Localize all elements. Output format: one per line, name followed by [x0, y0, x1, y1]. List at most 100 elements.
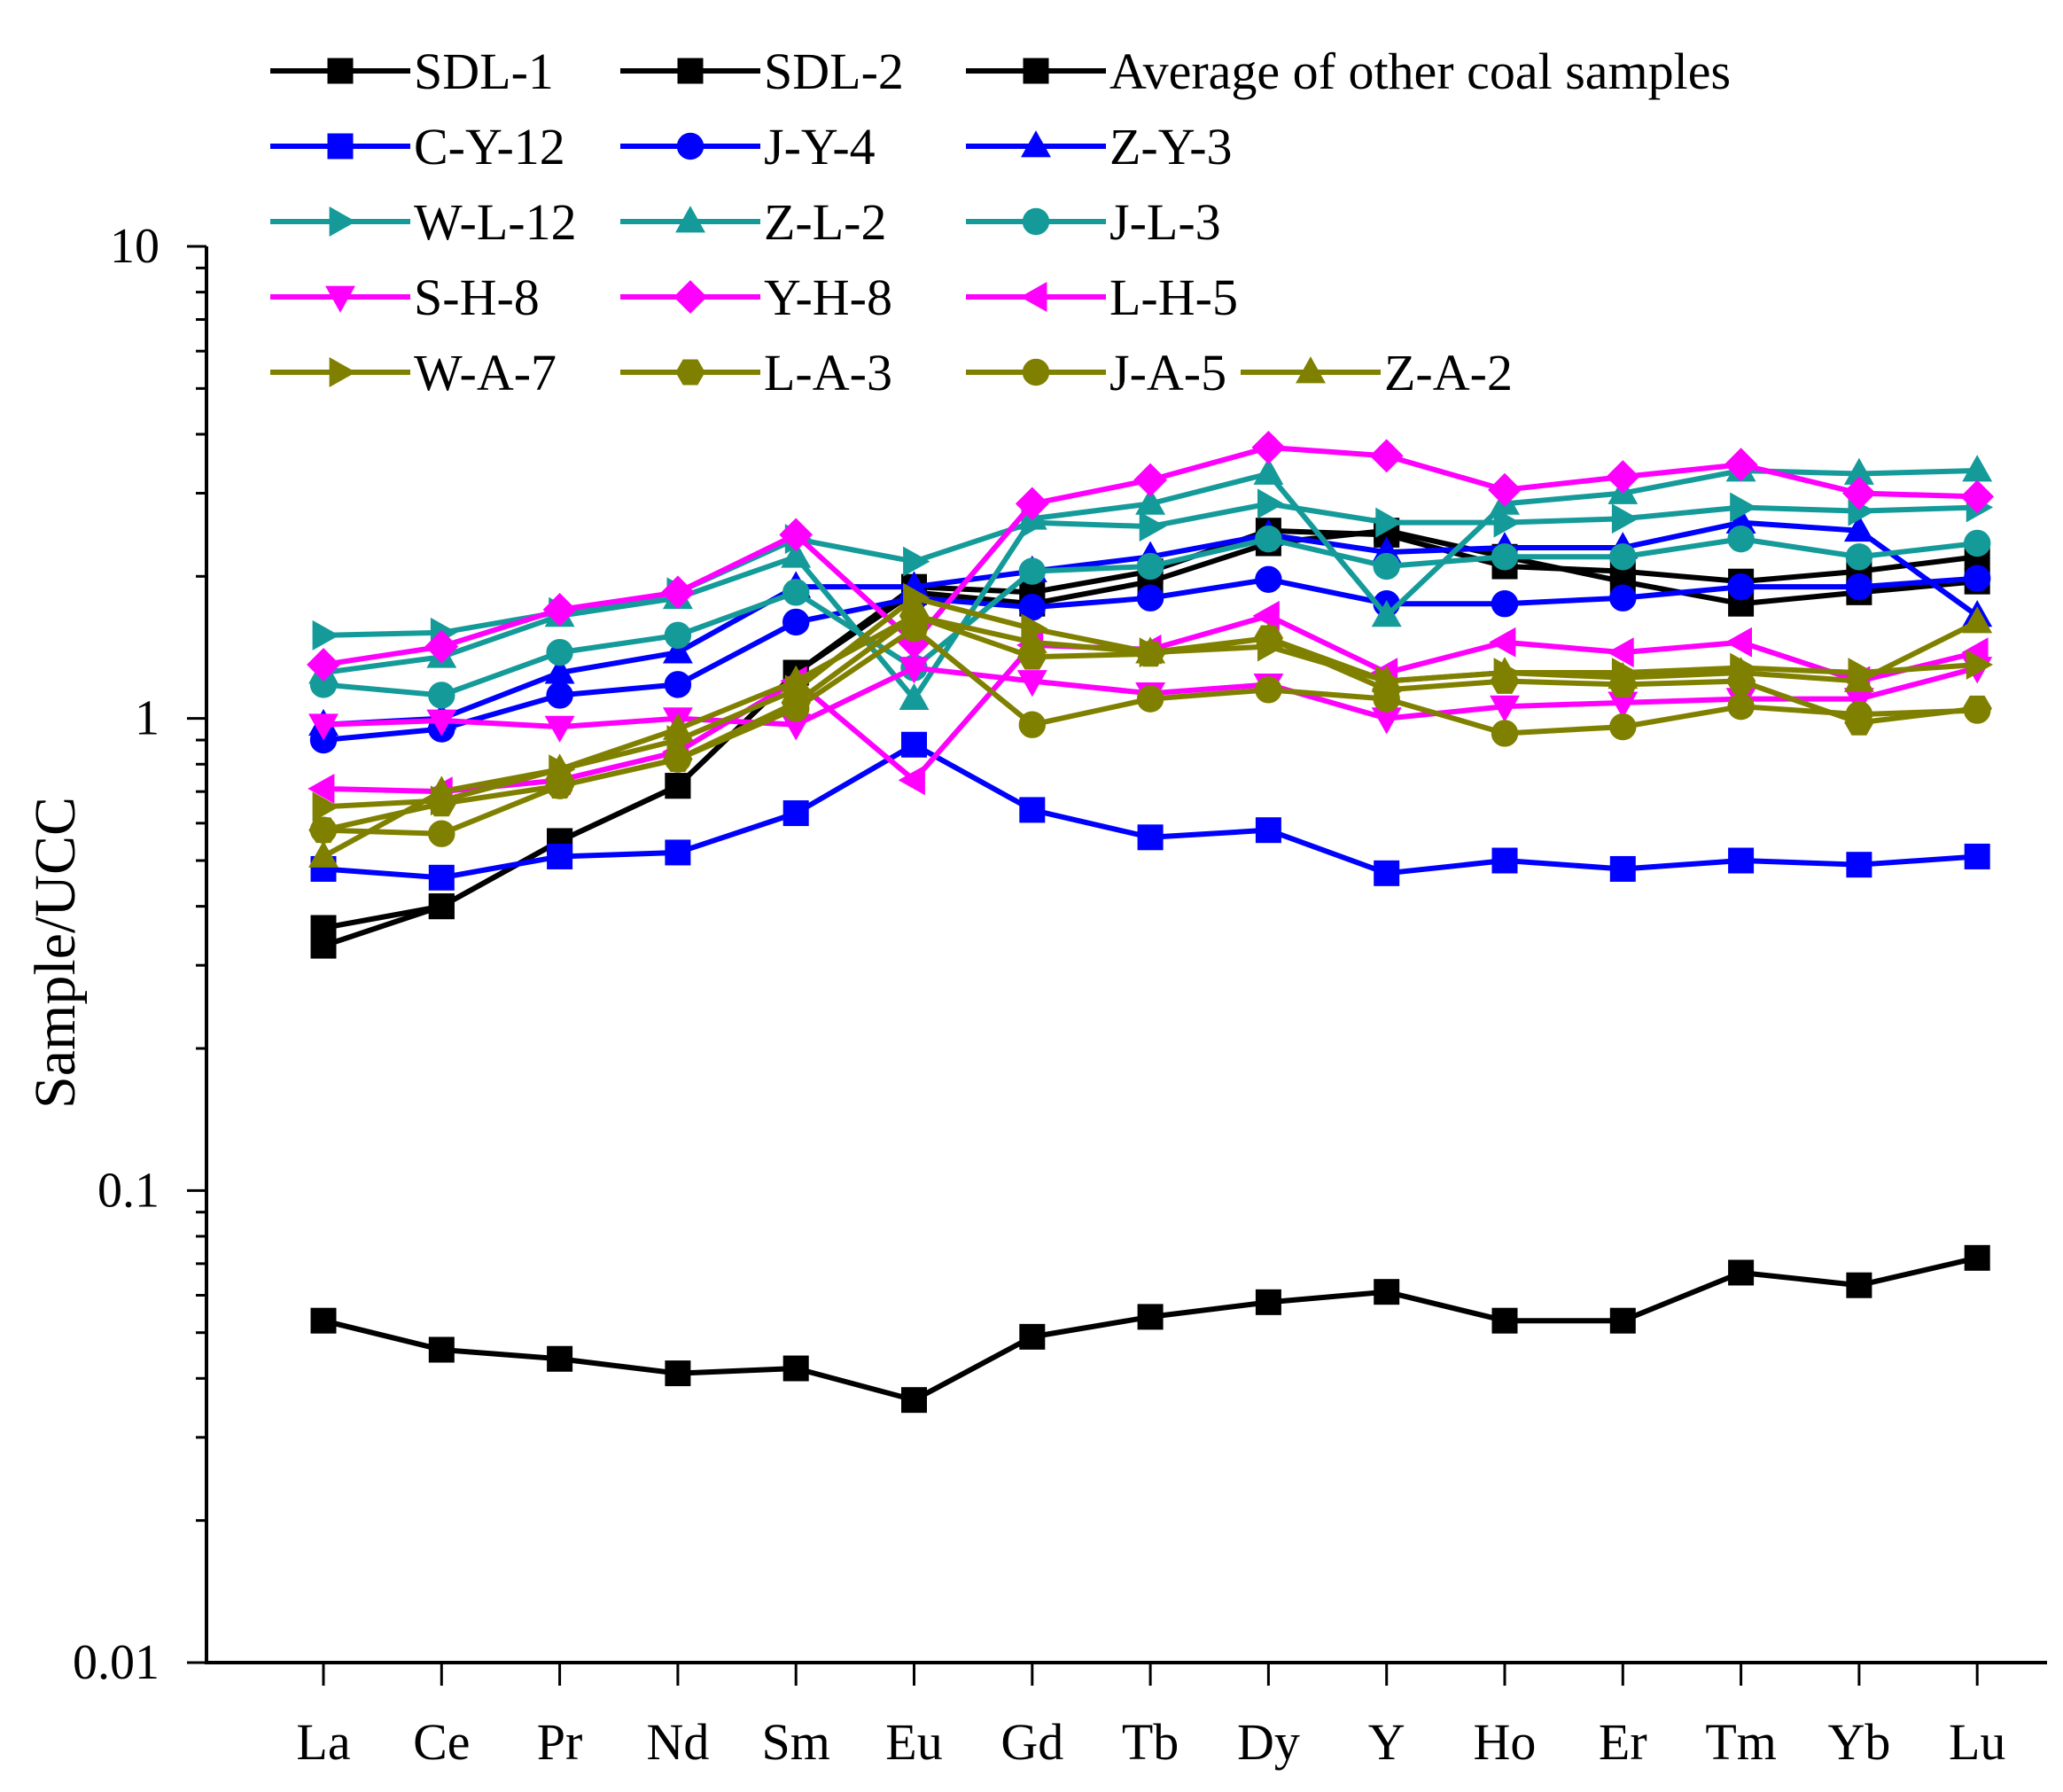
legend-item-j-l-3: J-L-3: [966, 193, 1221, 251]
data-point-c-y-12: [1491, 847, 1518, 874]
data-point-z-a-2: [1490, 657, 1520, 684]
data-point-y-h-8: [1606, 460, 1640, 494]
data-point-j-a-5: [1845, 700, 1873, 728]
data-point-y-h-8: [1724, 448, 1758, 482]
data-point-c-y-12: [547, 843, 573, 869]
data-point-j-y-4: [1136, 584, 1164, 612]
legend-label: J-A-5: [1109, 344, 1226, 401]
series-j-l-3: [309, 525, 1991, 709]
data-point-y-h-8: [307, 648, 340, 682]
data-point-j-l-3: [428, 682, 455, 709]
data-point-j-a-5: [782, 695, 810, 722]
data-point-sdl-1: [782, 1355, 809, 1382]
data-point-sdl-1: [310, 1307, 337, 1334]
data-point-sdl-1: [665, 1360, 691, 1387]
legend-label: J-Y-4: [764, 118, 876, 175]
x-tick-label: Dy: [1237, 1713, 1300, 1771]
data-point-j-y-4: [664, 671, 692, 698]
data-point-j-l-3: [1373, 552, 1400, 580]
data-point-sdl-1: [1374, 1279, 1400, 1305]
data-point-j-a-5: [428, 820, 455, 847]
y-tick-label: 0.01: [73, 1635, 160, 1690]
data-point-c-y-12: [1019, 797, 1046, 823]
data-point-j-y-4: [1255, 565, 1282, 594]
legend-marker: [1021, 130, 1051, 158]
x-tick-label: Ho: [1474, 1713, 1537, 1771]
data-point-z-a-2: [1253, 622, 1284, 650]
data-point-j-y-4: [782, 608, 810, 636]
legend-label: Z-A-2: [1384, 344, 1513, 401]
legend-marker: [1020, 282, 1047, 312]
data-point-y-h-8: [1133, 463, 1168, 497]
axes: [205, 246, 2047, 1664]
data-point-j-l-3: [1255, 525, 1282, 553]
data-point-z-a-2: [1725, 657, 1756, 684]
data-point-average-of-other-coal-samples: [428, 893, 455, 920]
data-point-c-y-12: [1609, 855, 1636, 882]
x-tick-label: Tb: [1122, 1713, 1179, 1771]
legend-marker: [327, 133, 354, 160]
data-point-s-h-8: [308, 713, 339, 741]
data-point-j-l-3: [1609, 543, 1637, 571]
data-point-j-l-3: [1136, 552, 1164, 580]
data-point-z-y-3: [1843, 514, 1874, 542]
data-point-z-a-2: [1608, 661, 1639, 690]
data-point-z-a-2: [1135, 636, 1166, 664]
data-point-j-l-3: [664, 621, 692, 650]
x-tick-label: Lu: [1949, 1713, 2005, 1771]
x-tick-label: Gd: [1000, 1713, 1063, 1771]
data-point-z-a-2: [781, 665, 812, 692]
legend-marker: [329, 206, 356, 237]
legend-label: W-L-12: [414, 193, 577, 251]
legend-marker: [329, 357, 356, 387]
data-point-j-l-3: [782, 579, 810, 606]
data-point-y-h-8: [1015, 487, 1049, 521]
data-point-sdl-1: [1609, 1307, 1636, 1334]
legend-label: SDL-2: [764, 43, 904, 100]
data-point-sdl-1: [1964, 1244, 1990, 1271]
data-point-sdl-1: [901, 1387, 927, 1414]
data-point-j-a-5: [1609, 713, 1637, 741]
data-point-j-l-3: [1727, 525, 1755, 553]
data-point-z-l-2: [1253, 457, 1284, 485]
legend-marker: [677, 58, 704, 84]
data-point-j-a-5: [309, 816, 338, 844]
data-point-sdl-1: [547, 1345, 573, 1372]
data-point-j-l-3: [1845, 543, 1873, 571]
x-tick-label: Nd: [646, 1713, 709, 1771]
legend-marker: [1023, 58, 1049, 84]
data-point-c-y-12: [1964, 843, 1990, 869]
legend-item-z-l-2: Z-L-2: [620, 193, 887, 251]
data-point-z-a-2: [544, 753, 575, 781]
data-point-w-l-12: [1493, 507, 1521, 538]
legend-item-c-y-12: C-Y-12: [270, 118, 565, 175]
series-z-a-2: [308, 599, 1993, 868]
data-point-average-of-other-coal-samples: [310, 915, 337, 941]
data-point-s-h-8: [544, 715, 575, 743]
x-tick-label: Er: [1599, 1713, 1647, 1771]
data-point-j-y-4: [546, 682, 573, 709]
data-point-y-h-8: [424, 629, 459, 664]
data-point-j-y-4: [1964, 565, 1991, 592]
data-point-l-h-5: [898, 765, 925, 796]
legend-label: C-Y-12: [414, 118, 565, 175]
data-point-j-l-3: [1491, 543, 1519, 571]
data-point-l-h-5: [1489, 627, 1516, 658]
data-point-j-y-4: [1727, 573, 1755, 601]
data-point-z-a-2: [1843, 665, 1874, 692]
legend-item-sdl-1: SDL-1: [270, 43, 554, 100]
data-point-j-a-5: [1255, 676, 1282, 704]
data-point-l-h-5: [308, 773, 335, 804]
data-point-j-l-3: [1018, 557, 1047, 585]
data-point-c-y-12: [1728, 847, 1755, 874]
legend-item-l-h-5: L-H-5: [966, 269, 1238, 326]
data-point-c-y-12: [1374, 860, 1400, 886]
data-point-s-h-8: [1490, 695, 1520, 723]
series-sdl-1: [310, 1244, 1990, 1414]
data-point-z-y-3: [662, 636, 693, 664]
legend-item-w-l-12: W-L-12: [270, 193, 577, 251]
data-point-w-l-12: [1375, 507, 1403, 538]
legend: SDL-1 SDL-2 Average of other coal samples C…: [270, 43, 1731, 401]
data-point-z-a-2: [1371, 665, 1402, 692]
data-point-c-y-12: [1137, 824, 1164, 851]
